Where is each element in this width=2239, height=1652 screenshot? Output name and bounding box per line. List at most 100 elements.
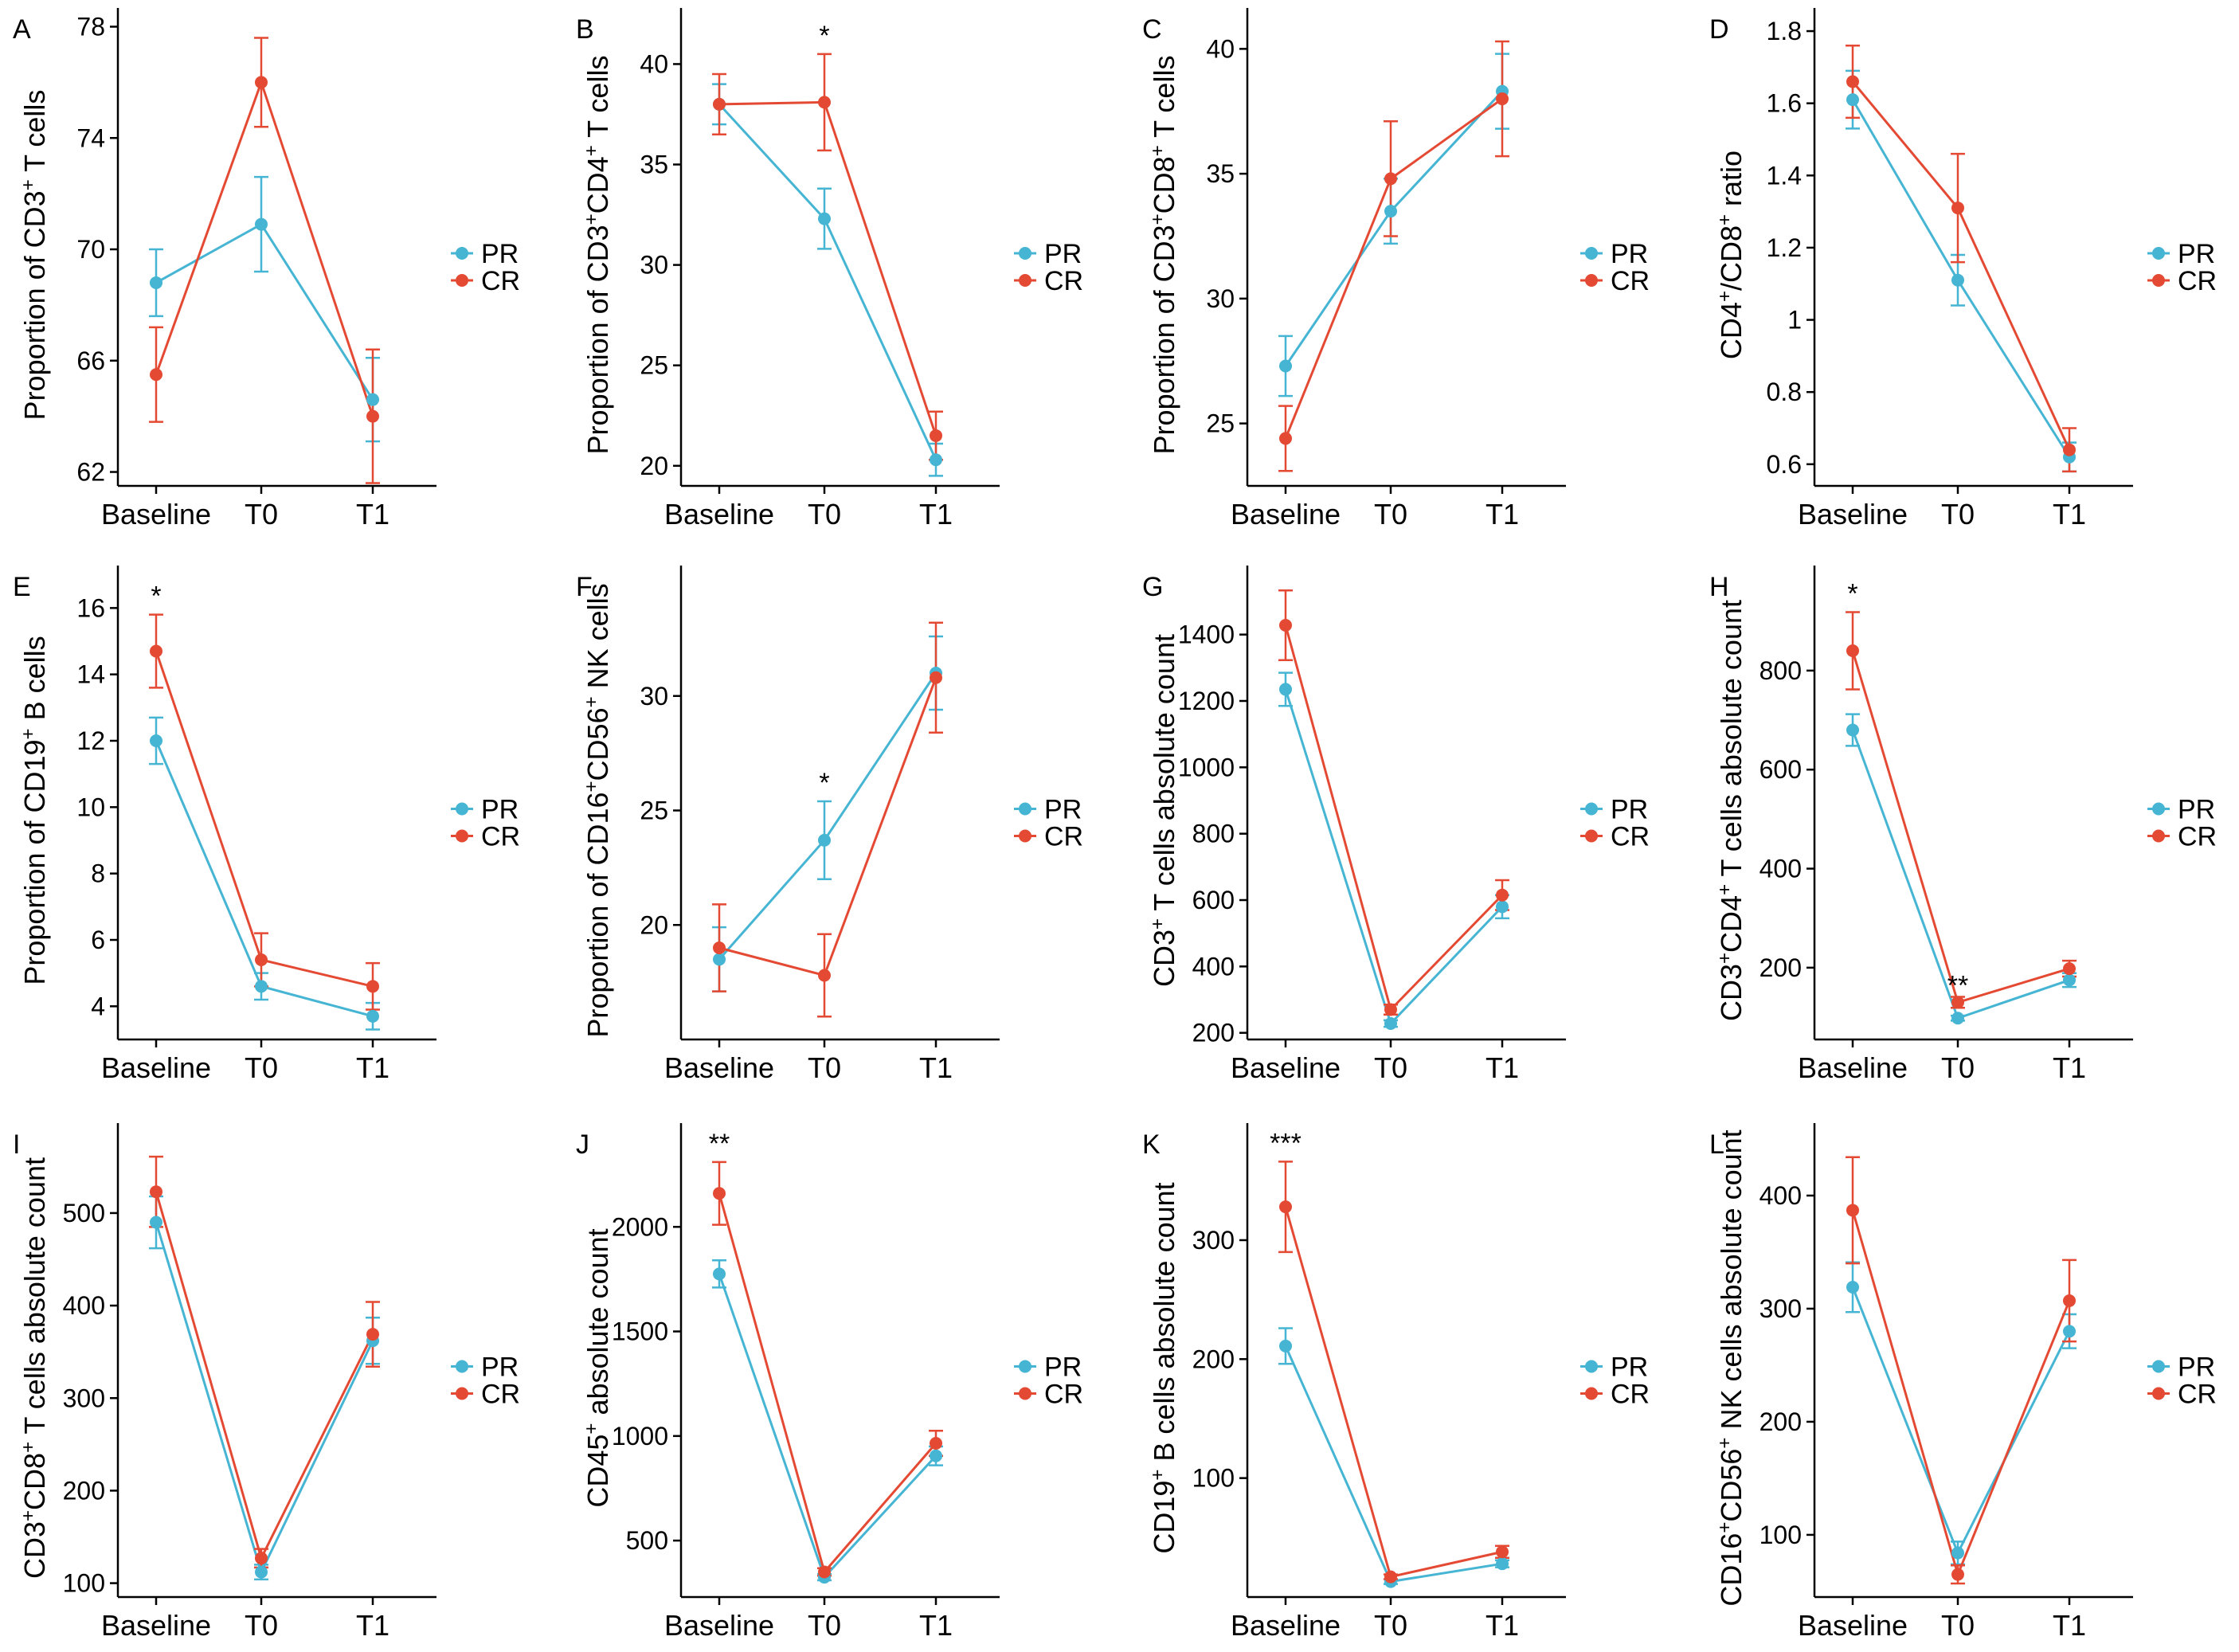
data-point-pr	[1951, 1012, 1964, 1025]
legend-entry-pr: PR	[1580, 795, 1648, 825]
y-tick-label: 1	[1787, 306, 1802, 335]
y-tick-label: 800	[1759, 656, 1802, 685]
y-tick-label: 1.8	[1767, 17, 1802, 45]
data-point-cr	[255, 953, 268, 966]
legend-entry-cr: CR	[2147, 266, 2217, 296]
data-point-cr	[366, 409, 379, 423]
y-axis-label: CD3+ T cells absolute count	[1147, 634, 1181, 987]
data-point-cr	[713, 1187, 726, 1200]
legend-entry-cr: CR	[1580, 1380, 1650, 1410]
y-axis-label-part: Proportion of CD3	[581, 225, 614, 454]
panel-e: E 4 6 8 10 12 14 16 Baseline T0 T1 Proportion of CD…	[13, 566, 520, 1084]
data-point-pr	[150, 1216, 162, 1229]
x-tick-label: Baseline	[1231, 1609, 1341, 1642]
x-tick-label: T0	[1941, 1609, 1975, 1642]
legend-entry-cr: CR	[451, 1380, 520, 1410]
y-axis-label-sup: +	[1147, 918, 1168, 930]
data-point-cr	[1496, 888, 1509, 902]
legend-marker	[1585, 274, 1598, 287]
y-axis-label-sup: +	[1147, 1470, 1168, 1481]
y-tick-label: 400	[1192, 952, 1235, 981]
significance-marker: *	[1847, 579, 1857, 609]
y-tick-label: 66	[76, 346, 105, 375]
y-tick-label: 100	[1759, 1521, 1802, 1549]
y-tick-label: 600	[1192, 886, 1235, 914]
data-point-cr	[1384, 1570, 1397, 1583]
x-tick-label: T1	[1485, 1609, 1519, 1642]
y-axis-label-sup: +	[1714, 884, 1736, 895]
x-tick-label: T1	[1485, 1051, 1519, 1084]
y-axis-label-part: CD3	[18, 1521, 51, 1579]
x-tick-label: Baseline	[101, 1051, 211, 1084]
legend-label: PR	[481, 1353, 519, 1383]
panel-label: G	[1142, 572, 1163, 602]
series-line-pr	[718, 103, 937, 460]
panel-label: K	[1142, 1129, 1161, 1160]
y-axis-label-sup: +	[18, 1442, 39, 1453]
legend-label: CR	[1044, 822, 1083, 852]
legend-entry-cr: CR	[451, 266, 520, 296]
y-axis-label-sup: +	[581, 1423, 602, 1435]
data-point-cr	[713, 97, 726, 111]
y-axis-label: CD16+CD56+ NK cells absolute count	[1714, 1129, 1748, 1606]
data-point-pr	[150, 734, 162, 747]
y-axis-label: Proportion of CD3+CD8+ T cells	[1147, 56, 1181, 455]
data-point-pr	[1496, 1557, 1509, 1571]
data-point-cr	[1279, 432, 1292, 445]
series-line-cr	[1851, 80, 2071, 451]
y-axis-label-part: T cells absolute count	[1148, 634, 1180, 918]
legend-label: CR	[1611, 266, 1650, 296]
y-axis-label-sup: +	[1147, 145, 1168, 156]
x-tick-label: Baseline	[101, 1609, 211, 1642]
y-axis-label-sup: +	[1714, 291, 1736, 302]
series-line-cr	[155, 1191, 374, 1562]
data-point-cr	[1846, 1204, 1859, 1217]
data-point-pr	[1279, 1339, 1292, 1353]
y-tick-label: 35	[640, 151, 668, 179]
y-axis-label-part: Proportion of CD16	[581, 792, 614, 1037]
series-line-cr	[1284, 97, 1503, 439]
legend-marker	[456, 247, 468, 260]
legend-marker	[456, 1387, 468, 1400]
significance-marker: **	[1947, 970, 1968, 1000]
legend-entry-pr: PR	[1580, 1353, 1648, 1383]
legend-marker	[456, 1360, 468, 1373]
y-axis-label-sup: +	[1714, 214, 1736, 225]
y-axis-label: Proportion of CD3+ T cells	[18, 90, 52, 421]
y-tick-label: 14	[76, 660, 105, 689]
x-tick-label: T0	[808, 1051, 841, 1084]
y-axis-label-sup: +	[1714, 1438, 1736, 1449]
y-axis-label-part: NK cells absolute count	[1715, 1129, 1748, 1437]
data-point-pr	[818, 212, 831, 225]
y-tick-label: 78	[76, 12, 105, 41]
data-point-pr	[713, 953, 726, 966]
panel-label: L	[1709, 1129, 1724, 1160]
x-tick-label: Baseline	[1231, 498, 1341, 530]
data-point-pr	[1846, 93, 1859, 107]
x-tick-label: T1	[356, 498, 389, 530]
significance-marker: *	[151, 581, 161, 612]
x-tick-label: Baseline	[1231, 1051, 1341, 1084]
legend-marker	[1585, 829, 1598, 843]
data-point-cr	[1951, 1568, 1964, 1581]
data-point-cr	[1384, 172, 1397, 186]
data-point-pr	[713, 1267, 726, 1281]
y-tick-label: 25	[1206, 409, 1235, 438]
panel-label: I	[13, 1129, 20, 1160]
legend-entry-pr: PR	[2147, 795, 2215, 825]
legend-marker	[1585, 802, 1598, 816]
legend-label: PR	[1044, 1353, 1082, 1383]
y-tick-label: 16	[76, 593, 105, 622]
y-axis-label-part: B cells	[18, 636, 51, 728]
legend-entry-pr: PR	[451, 1353, 519, 1383]
legend-entry-pr: PR	[451, 795, 519, 825]
legend-label: CR	[1044, 266, 1083, 296]
legend-marker	[456, 274, 468, 287]
series-line-pr	[718, 672, 937, 961]
data-point-cr	[150, 1185, 162, 1199]
y-tick-label: 200	[1192, 1019, 1235, 1047]
x-tick-label: T1	[2053, 1051, 2086, 1084]
legend-entry-cr: CR	[1014, 266, 1083, 296]
data-point-cr	[1951, 996, 1964, 1009]
